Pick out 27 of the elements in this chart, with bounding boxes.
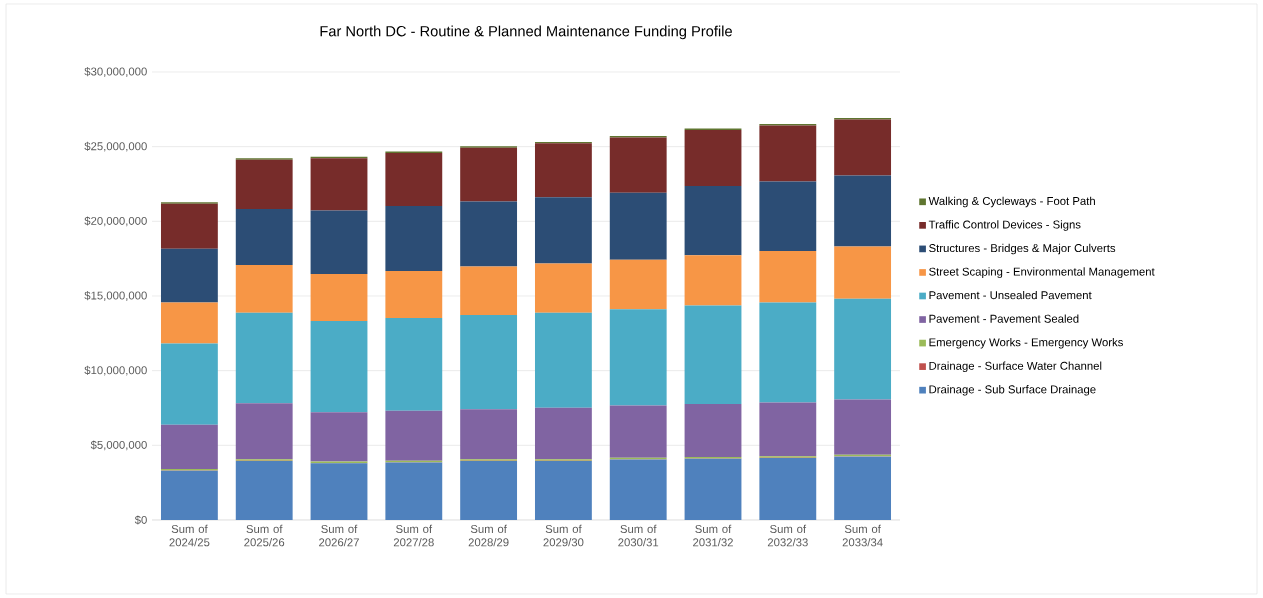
x-tick-label: Sum of 2026/27 <box>319 524 359 547</box>
y-tick-label: $15,000,000 <box>84 291 147 301</box>
legend-label: Walking & Cycleways - Foot Path <box>928 196 1095 208</box>
y-tick-label: $25,000,000 <box>84 141 147 152</box>
y-tick-label: $30,000,000 <box>84 67 147 77</box>
chart-title: Far North DC - Routine & Planned Maintenance Funding Profile <box>320 25 732 40</box>
legend-label: Emergency Works - Emergency Works <box>929 337 1123 349</box>
y-tick-label: $5,000,000 <box>90 440 147 451</box>
x-tick-label: Sum of 2029/30 <box>543 524 584 547</box>
legend-label: Pavement - Unsealed Pavement <box>929 290 1092 300</box>
legend-label: Drainage - Surface Water Channel <box>929 361 1102 373</box>
x-tick-label: Sum of 2032/33 <box>767 524 808 547</box>
y-tick-label: $10,000,000 <box>84 365 147 376</box>
x-tick-label: Sum of 2030/31 <box>618 524 659 547</box>
x-tick-label: Sum of 2031/32 <box>693 524 733 547</box>
x-tick-label: Sum of 2025/26 <box>244 524 285 547</box>
legend-label: Street Scaping - Environmental Management <box>929 267 1155 278</box>
y-tick-label: $0 <box>134 515 147 525</box>
x-tick-label: Sum of 2027/28 <box>393 524 434 547</box>
x-tick-label: Sum of 2024/25 <box>169 524 210 547</box>
legend-label: Pavement - Pavement Sealed <box>929 314 1079 323</box>
x-tick-label: Sum of 2033/34 <box>842 524 883 547</box>
x-tick-label: Sum of 2028/29 <box>468 524 509 547</box>
legend-label: Structures - Bridges & Major Culverts <box>929 243 1116 255</box>
legend-label: Drainage - Sub Surface Drainage <box>929 385 1096 396</box>
y-tick-label: $20,000,000 <box>84 216 147 227</box>
legend-label: Traffic Control Devices - Signs <box>928 220 1081 231</box>
